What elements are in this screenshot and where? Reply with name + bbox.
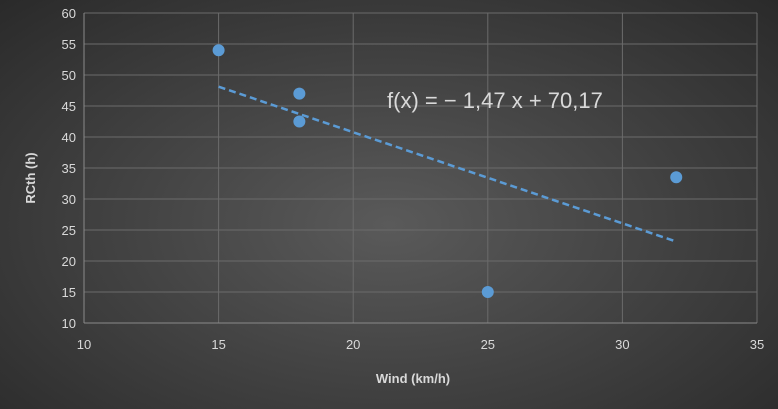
y-tick-label: 20 [62,254,76,269]
trendline-equation: f(x) = − 1,47 x + 70,17 [387,88,603,113]
y-tick-label: 55 [62,37,76,52]
gridlines [84,12,758,323]
x-tick-label: 15 [211,337,225,352]
tick-labels: 10 15 20 25 30 35 40 45 50 55 60 10 15 20 25 30 35 [62,6,765,352]
x-tick-label: 20 [346,337,360,352]
y-tick-label: 30 [62,192,76,207]
data-point [212,44,225,57]
y-axis-title: RCth (h) [23,152,38,203]
y-tick-label: 40 [62,130,76,145]
y-tick-label: 35 [62,161,76,176]
trendline-layer [218,85,677,243]
x-axis-title: Wind (km/h) [376,371,450,386]
data-points [212,44,683,298]
y-tick-label: 60 [62,6,76,21]
data-point [293,115,306,128]
x-tick-label: 30 [615,337,629,352]
y-tick-label: 15 [62,285,76,300]
x-tick-label: 10 [77,337,91,352]
x-tick-label: 25 [481,337,495,352]
data-point [670,171,683,184]
trendline [218,85,677,243]
x-tick-label: 35 [750,337,764,352]
data-point [481,286,494,298]
y-tick-label: 45 [62,99,76,114]
data-point [293,87,306,100]
y-tick-label: 25 [62,223,76,238]
y-tick-label: 50 [62,68,76,83]
y-tick-label: 10 [62,316,76,331]
axes [83,13,757,324]
